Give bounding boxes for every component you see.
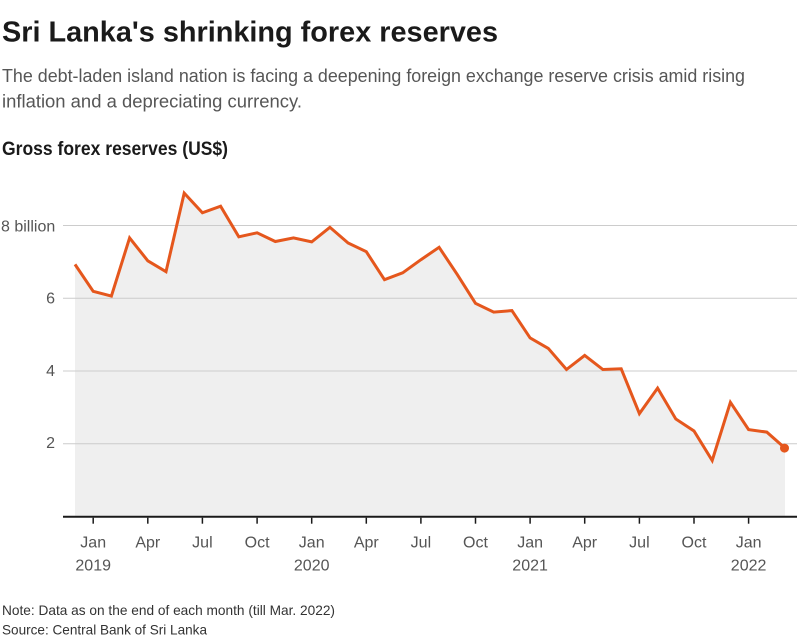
svg-text:2019: 2019: [75, 558, 111, 575]
svg-text:2022: 2022: [731, 558, 767, 575]
svg-text:Oct: Oct: [682, 535, 707, 552]
svg-text:2021: 2021: [512, 558, 548, 575]
svg-text:Apr: Apr: [572, 535, 598, 552]
svg-text:Jan: Jan: [299, 535, 325, 552]
svg-text:The debt-laden island nation i: The debt-laden island nation is facing a…: [2, 65, 745, 86]
svg-text:Jul: Jul: [192, 535, 212, 552]
svg-text:Jan: Jan: [736, 535, 762, 552]
svg-text:Source: Central Bank of Sri La: Source: Central Bank of Sri Lanka: [2, 622, 207, 638]
svg-text:Oct: Oct: [245, 535, 270, 552]
svg-text:inflation and a depreciating c: inflation and a depreciating currency.: [2, 91, 302, 112]
svg-text:Note: Data as on the end of ea: Note: Data as on the end of each month (…: [2, 602, 335, 618]
svg-text:Jul: Jul: [629, 535, 649, 552]
svg-text:Jul: Jul: [411, 535, 431, 552]
svg-text:6: 6: [46, 291, 55, 308]
svg-text:4: 4: [46, 363, 55, 380]
svg-text:Sri Lanka's shrinking forex re: Sri Lanka's shrinking forex reserves: [2, 17, 498, 49]
svg-text:Apr: Apr: [354, 535, 380, 552]
svg-text:Apr: Apr: [135, 535, 161, 552]
svg-text:Oct: Oct: [463, 535, 488, 552]
svg-text:8 billion: 8 billion: [1, 218, 55, 235]
svg-text:Jan: Jan: [80, 535, 106, 552]
svg-text:Jan: Jan: [517, 535, 543, 552]
svg-text:2: 2: [46, 435, 55, 452]
svg-text:Gross forex reserves (US$): Gross forex reserves (US$): [2, 139, 228, 160]
svg-text:2020: 2020: [294, 558, 330, 575]
